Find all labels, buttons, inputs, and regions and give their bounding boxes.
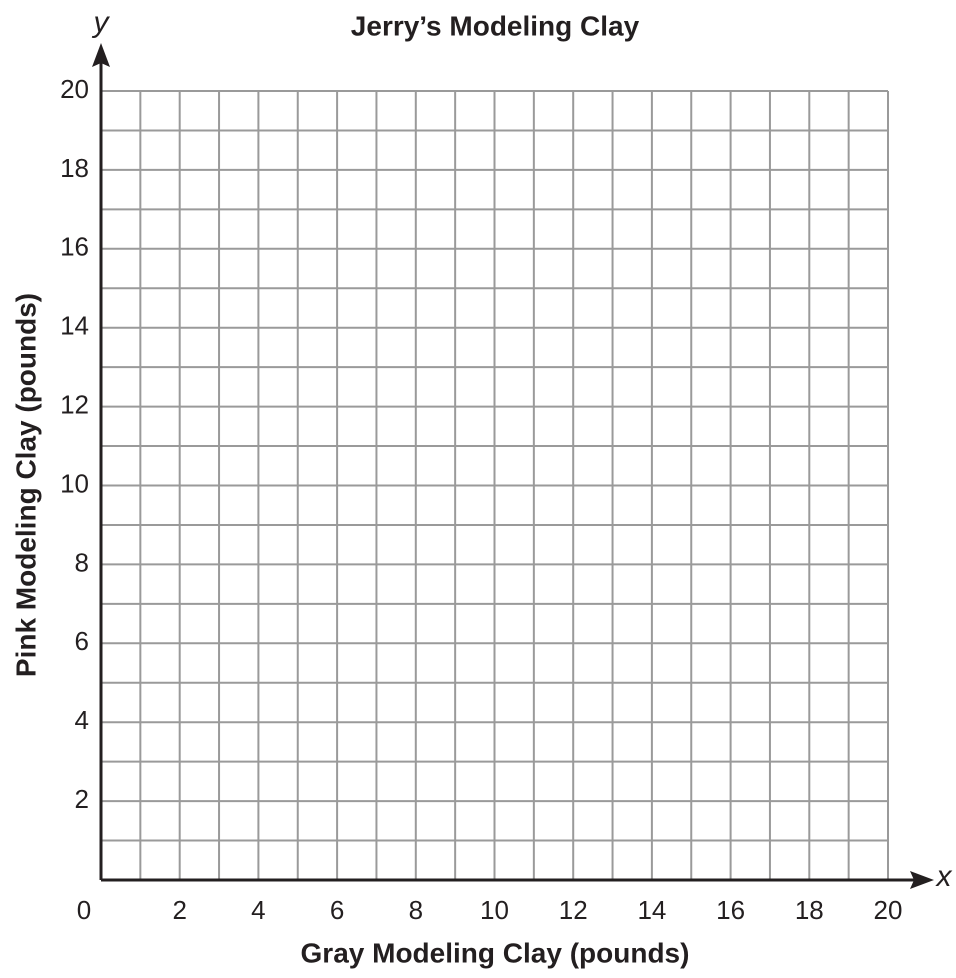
x-tick-label: 8 (409, 895, 423, 925)
x-axis-symbol: x (935, 860, 953, 893)
y-tick-label: 10 (60, 468, 89, 498)
chart-title: Jerry’s Modeling Clay (351, 10, 640, 41)
x-tick-label: 2 (172, 895, 186, 925)
y-tick-label: 6 (75, 626, 89, 656)
y-tick-label: 12 (60, 389, 89, 419)
y-tick-label: 4 (75, 705, 89, 735)
x-tick-label: 12 (559, 895, 588, 925)
x-tick-label: 18 (795, 895, 824, 925)
y-tick-label: 8 (75, 547, 89, 577)
x-axis-arrow (910, 871, 934, 889)
x-tick-label: 10 (480, 895, 509, 925)
y-axis-arrow (92, 43, 110, 67)
y-tick-label: 2 (75, 784, 89, 814)
x-tick-label: 20 (874, 895, 903, 925)
y-tick-label: 16 (60, 232, 89, 262)
y-axis-label: Pink Modeling Clay (pounds) (10, 293, 41, 677)
x-tick-label: 0 (77, 895, 91, 925)
x-tick-label: 14 (637, 895, 666, 925)
x-tick-label: 4 (251, 895, 265, 925)
x-tick-label: 6 (330, 895, 344, 925)
y-tick-label: 14 (60, 311, 89, 341)
x-axis-label: Gray Modeling Clay (pounds) (301, 937, 690, 968)
y-tick-label: 20 (60, 74, 89, 104)
x-tick-label: 16 (716, 895, 745, 925)
y-tick-label: 18 (60, 153, 89, 183)
y-axis-symbol: y (92, 6, 111, 39)
